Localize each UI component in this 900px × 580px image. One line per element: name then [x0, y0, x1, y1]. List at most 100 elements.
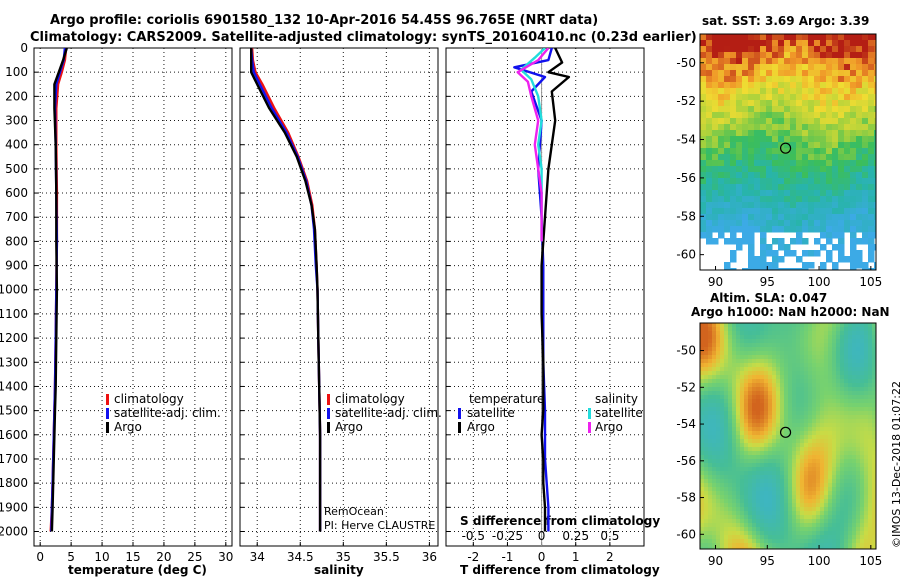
sla-map-cell: [848, 475, 853, 480]
sla-map-ytick-label: -60: [676, 527, 696, 541]
diff-temp-argo-label: Argo: [467, 420, 495, 434]
sla-map-cell: [776, 407, 781, 412]
sst-map-cell: [856, 226, 863, 233]
sla-map-cell: [744, 347, 749, 352]
sla-map-cell: [736, 407, 741, 412]
sst-map-cell: [730, 250, 737, 257]
sla-map-cell: [872, 547, 876, 549]
sla-map-cell: [868, 503, 873, 508]
sla-map-cell: [720, 447, 725, 452]
sla-map-cell: [724, 419, 729, 424]
sst-map-cell: [820, 136, 827, 143]
sla-map-cell: [780, 479, 785, 484]
sla-map-cell: [864, 435, 869, 440]
sla-map-cell: [712, 483, 717, 488]
sla-map-cell: [844, 511, 849, 516]
sla-map-cell: [716, 395, 721, 400]
sla-map-cell: [788, 427, 793, 432]
sla-map-cell: [740, 455, 745, 460]
sst-map-cell: [820, 130, 827, 137]
sst-map-cell: [706, 88, 713, 95]
sst-map-cell: [748, 250, 755, 257]
diff-series-group: [513, 48, 571, 532]
sst-map-axes: 90 95 100 105-50-52-54-56-58-60: [676, 33, 882, 289]
sst-map-cell: [862, 34, 869, 41]
sst-map-cell: [856, 58, 863, 65]
sla-map-cell: [812, 335, 817, 340]
sla-map-cell: [772, 503, 777, 508]
sla-map-cell: [704, 419, 709, 424]
sla-map-cell: [832, 503, 837, 508]
sla-map-cell: [848, 547, 853, 549]
sla-map-cell: [708, 431, 713, 436]
sla-map-cell: [792, 463, 797, 468]
sst-map-cell: [766, 46, 773, 53]
sla-map-cell: [772, 439, 777, 444]
sla-map-cell: [832, 407, 837, 412]
sla-map-cell: [712, 351, 717, 356]
sla-map-cell: [756, 543, 761, 548]
sla-map-cell: [708, 331, 713, 336]
sla-map-cell: [752, 455, 757, 460]
sla-map-cell: [732, 419, 737, 424]
sst-map-cell: [862, 70, 869, 77]
sla-map-cell: [784, 431, 789, 436]
sla-map-cell: [800, 443, 805, 448]
sla-map-cell: [764, 515, 769, 520]
sla-map-cell: [856, 327, 861, 332]
sst-map-cell: [742, 64, 749, 71]
salinity-legend-label: Argo: [335, 420, 363, 434]
sst-map-cell: [778, 190, 785, 197]
sla-map-cell: [852, 367, 857, 372]
sst-map-cell: [826, 136, 833, 143]
sla-map-cell: [788, 475, 793, 480]
sla-map-cell: [844, 547, 849, 549]
sst-map-cell: [832, 106, 839, 113]
sla-map-cell: [824, 451, 829, 456]
sla-map-cell: [776, 351, 781, 356]
sst-map-cell: [736, 142, 743, 149]
sla-map-cell: [736, 403, 741, 408]
sst-map-cell: [856, 220, 863, 227]
sst-map-cell: [784, 64, 791, 71]
sla-map-cell: [708, 515, 713, 520]
sla-map-cell: [872, 499, 876, 504]
sla-map-cell: [792, 379, 797, 384]
sla-map-cell: [752, 527, 757, 532]
sla-map-cell: [796, 403, 801, 408]
sla-map-cell: [780, 547, 785, 549]
sla-map-cell: [844, 359, 849, 364]
sla-map-cell: [764, 387, 769, 392]
sla-map-cell: [708, 383, 713, 388]
sla-map-cell: [700, 407, 705, 412]
sla-map-cell: [868, 411, 873, 416]
sla-map-cell: [820, 355, 825, 360]
pi-label: PI: Herve CLAUSTRE: [324, 519, 436, 532]
sla-map-cell: [792, 407, 797, 412]
salinity-legend-label: climatology: [335, 392, 405, 406]
sla-map-cell: [784, 343, 789, 348]
sla-map-cell: [816, 535, 821, 540]
sla-map-cell: [800, 403, 805, 408]
sst-map-cell: [724, 160, 731, 167]
sla-map-cell: [728, 535, 733, 540]
sla-map-cell: [724, 515, 729, 520]
sst-map-cell: [772, 34, 779, 41]
sst-map-cell: [796, 148, 803, 155]
sla-map-cell: [796, 535, 801, 540]
sla-map-cell: [756, 451, 761, 456]
sst-map-cell: [802, 202, 809, 209]
sst-map-cell: [748, 268, 755, 270]
sst-map-cell: [778, 136, 785, 143]
sst-map-cell: [754, 262, 761, 269]
sla-map-cell: [848, 511, 853, 516]
sla-map-cell: [724, 411, 729, 416]
sla-map-cell: [724, 447, 729, 452]
sla-map-cell: [736, 355, 741, 360]
sla-map-cell: [816, 499, 821, 504]
sst-map-cell: [790, 46, 797, 53]
sla-map-cell: [736, 463, 741, 468]
sla-map-cell: [764, 483, 769, 488]
sla-map-cell: [748, 431, 753, 436]
sst-map-cell: [856, 118, 863, 125]
